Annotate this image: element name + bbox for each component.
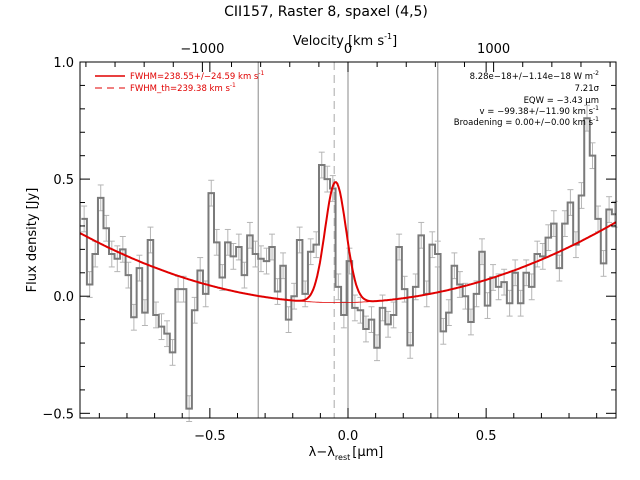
y-axis-label: Flux density [Jy] (25, 188, 40, 293)
legend-label-fwhm-th-sup: -1 (230, 82, 236, 89)
top-axis-label: Velocity [km s-1] (293, 32, 397, 49)
y-tick-label: 1.0 (53, 56, 74, 71)
legend-label-fwhm-th: FWHM_th=239.38 km s-1 (130, 82, 236, 94)
annotation-eqw: EQW = −3.43 μm (524, 96, 599, 106)
x-tick-label: −0.5 (194, 429, 226, 444)
legend: FWHM=238.55+/−24.59 km s-1 FWHM_th=239.3… (95, 70, 265, 94)
top-tick-label: −1000 (180, 42, 224, 57)
y-tick-label: 0.0 (53, 290, 74, 305)
y-tick-label: 0.5 (53, 173, 74, 188)
top-axis-label-close: ] (392, 34, 397, 49)
x-axis-label: λ−λrest [μm] (309, 445, 384, 462)
x-axis-label-main: λ−λ (309, 445, 336, 460)
spectrum-step-line (81, 117, 616, 410)
top-tick-label: 1000 (477, 42, 510, 57)
y-tick-label: −0.5 (42, 407, 74, 422)
legend-label-fwhm-sup: -1 (258, 70, 264, 77)
x-tick-label: 0.0 (338, 429, 359, 444)
legend-label-fwhm-th-text: FWHM_th=239.38 km s (130, 84, 230, 94)
top-axis-label-text: Velocity [km s (293, 34, 385, 49)
fit-annotations: 8.28e−18+/−1.14e−18 W m-2 7.21σ EQW = −3… (454, 70, 600, 128)
top-tick-label: 0 (344, 42, 352, 57)
annotation-significance: 7.21σ (575, 84, 600, 94)
x-axis-label-sub: rest (335, 453, 350, 462)
chart-title: CII157, Raster 8, spaxel (4,5) (224, 4, 428, 20)
annotation-velocity: v = −99.38+/−11.90 km s-1 (480, 105, 600, 117)
annotation-flux: 8.28e−18+/−1.14e−18 W m-2 (470, 70, 600, 82)
top-axis-label-sup: -1 (384, 32, 392, 41)
x-axis-label-unit: [μm] (352, 445, 383, 460)
x-tick-label: 0.5 (476, 429, 497, 444)
legend-label-fwhm: FWHM=238.55+/−24.59 km s-1 (130, 70, 265, 82)
model-fit-line (79, 180, 617, 303)
annotation-broadening: Broadening = 0.00+/−0.00 km s-1 (454, 116, 599, 128)
legend-label-fwhm-text: FWHM=238.55+/−24.59 km s (130, 72, 259, 82)
